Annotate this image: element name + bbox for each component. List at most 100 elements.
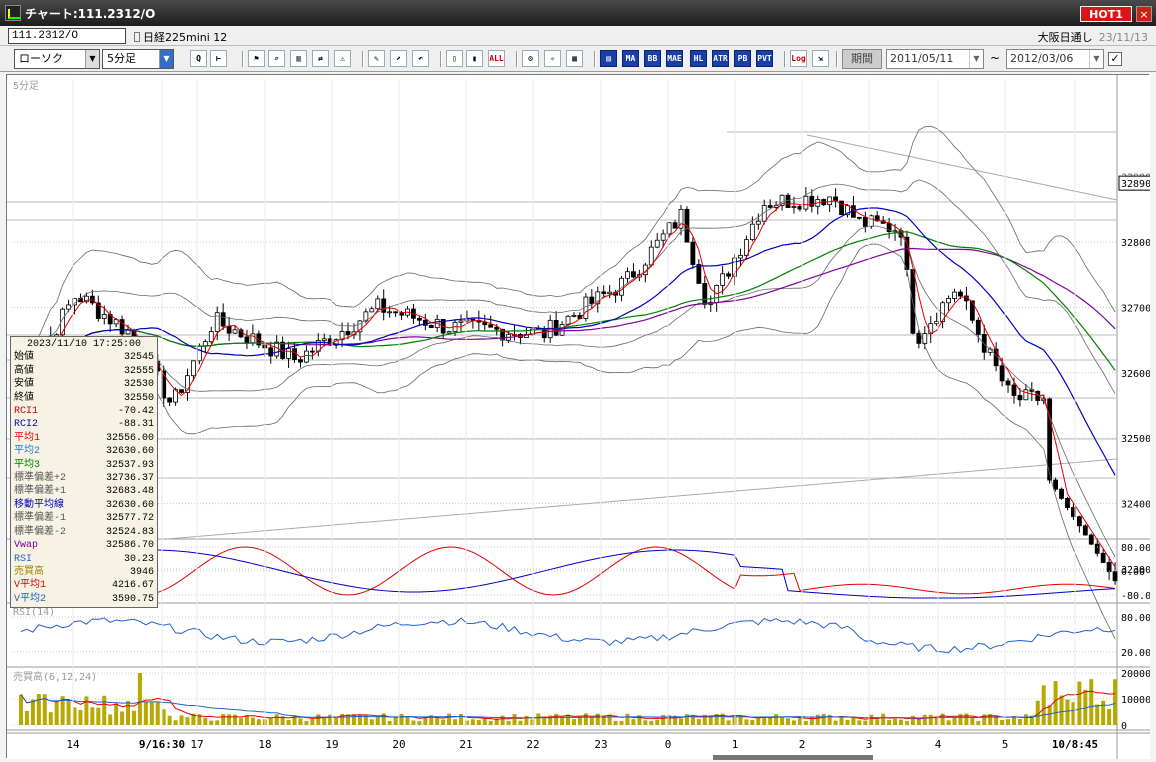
volume-bar bbox=[1017, 719, 1022, 725]
ma-button[interactable]: MA bbox=[622, 50, 639, 67]
exchange-label: 大阪日通し bbox=[1037, 31, 1093, 44]
candle-body bbox=[595, 291, 601, 305]
search-icon[interactable]: ⌕ bbox=[268, 50, 285, 67]
info-value: 3590.75 bbox=[111, 593, 154, 605]
bb-button[interactable]: BB bbox=[644, 50, 661, 67]
candle-body bbox=[625, 271, 630, 279]
volume-bar bbox=[524, 715, 529, 725]
toolbar-separator bbox=[594, 51, 596, 67]
log-button[interactable]: Log bbox=[790, 50, 807, 67]
flag-icon[interactable]: ⚑ bbox=[248, 50, 265, 67]
zoom-icon[interactable]: Q bbox=[190, 50, 207, 67]
chevron-down-icon[interactable]: ▼ bbox=[85, 50, 99, 68]
chevron-down-icon[interactable]: ▼ bbox=[1089, 50, 1103, 68]
volume-bar bbox=[887, 719, 892, 725]
chevron-down-icon[interactable]: ▼ bbox=[969, 50, 983, 68]
volume-bar bbox=[928, 714, 933, 725]
undo-icon[interactable]: ↶ bbox=[412, 50, 429, 67]
chevron-down-icon[interactable]: ▼ bbox=[159, 50, 173, 68]
symbol-code-input[interactable]: 111.2312/O bbox=[8, 28, 126, 44]
info-row: RCI1 -70.42 bbox=[14, 405, 154, 418]
export-icon[interactable]: ⇲ bbox=[812, 50, 829, 67]
info-key: 平均2 bbox=[14, 446, 41, 458]
volume-bar bbox=[108, 714, 113, 725]
volume-bar bbox=[601, 716, 606, 725]
pencil-icon[interactable]: ✎ bbox=[368, 50, 385, 67]
mask-icon[interactable]: ⚠ bbox=[334, 50, 351, 67]
period-select[interactable]: 5分足 ▼ bbox=[102, 49, 174, 69]
rci1-line bbox=[20, 546, 1116, 596]
info-value: 32630.60 bbox=[105, 446, 154, 458]
pb-button[interactable]: PB bbox=[734, 50, 751, 67]
mae-button[interactable]: MAE bbox=[666, 50, 683, 67]
toolbar-separator bbox=[516, 51, 518, 67]
volume-bar bbox=[774, 714, 779, 725]
info-key: 売買高 bbox=[14, 566, 44, 578]
candle-body bbox=[268, 347, 274, 357]
palette-icon[interactable]: ▦ bbox=[566, 50, 583, 67]
arrows-icon[interactable]: ⇄ bbox=[312, 50, 329, 67]
volume-bar bbox=[988, 714, 993, 725]
settings-icon[interactable]: ⚙ bbox=[522, 50, 539, 67]
crosshair-icon[interactable]: ⊢ bbox=[210, 50, 227, 67]
info-row: 売買高 3946 bbox=[14, 566, 154, 579]
all-icon[interactable]: ALL bbox=[488, 50, 505, 67]
info-row: 平均3 32537.93 bbox=[14, 459, 154, 472]
candle-body bbox=[292, 348, 297, 360]
pvt-button[interactable]: PVT bbox=[756, 50, 773, 67]
volume-bar bbox=[411, 720, 416, 725]
pointer-icon[interactable]: ⬈ bbox=[390, 50, 407, 67]
volume-bar bbox=[155, 701, 160, 725]
volume-bar bbox=[946, 720, 951, 725]
trend-line bbox=[806, 134, 1118, 201]
candle-body bbox=[1053, 479, 1058, 490]
volume-bar bbox=[149, 702, 154, 725]
chart-canvas[interactable]: 3280032700326003250032400323003290032890… bbox=[7, 75, 1156, 759]
volume-bar bbox=[619, 720, 624, 725]
volume-bar bbox=[1029, 715, 1034, 725]
vol-ma2-line bbox=[20, 694, 1116, 719]
indicator-grid-icon[interactable]: ▤ bbox=[600, 50, 617, 67]
info-key: RCI1 bbox=[14, 406, 39, 418]
volume-bar bbox=[322, 717, 327, 725]
volume-bar bbox=[970, 717, 975, 725]
chart-type-select[interactable]: ローソク ▼ bbox=[14, 49, 100, 69]
volume-bar bbox=[786, 718, 791, 725]
volume-bar bbox=[768, 716, 773, 725]
chart-area[interactable]: 3280032700326003250032400323003290032890… bbox=[6, 74, 1156, 759]
volume-bar bbox=[857, 720, 862, 725]
volume-bar bbox=[625, 713, 630, 725]
hl-button[interactable]: HL bbox=[690, 50, 707, 67]
bar-icon[interactable]: ▥ bbox=[290, 50, 307, 67]
volume-bar bbox=[494, 718, 499, 725]
candle-add-icon[interactable]: ▯ bbox=[446, 50, 463, 67]
volume-bar bbox=[96, 707, 101, 725]
period-button[interactable]: 期間 bbox=[842, 49, 882, 69]
atr-button[interactable]: ATR bbox=[712, 50, 729, 67]
candle-body bbox=[749, 223, 755, 241]
candle-body bbox=[179, 389, 184, 393]
date-to-field[interactable]: 2012/03/06 ▼ bbox=[1006, 49, 1104, 69]
date-range-checkbox[interactable]: ✓ bbox=[1108, 52, 1122, 66]
volume-bar bbox=[720, 713, 725, 725]
candle-body bbox=[922, 333, 928, 344]
wrench-icon[interactable]: ✧ bbox=[544, 50, 561, 67]
candle-body bbox=[839, 200, 844, 216]
close-icon[interactable]: × bbox=[1136, 6, 1152, 22]
candle-body bbox=[60, 308, 66, 336]
volume-bar bbox=[280, 716, 285, 725]
info-value: 32524.83 bbox=[105, 526, 154, 538]
candle-body bbox=[928, 323, 934, 334]
hot-button[interactable]: HOT1 bbox=[1080, 6, 1132, 22]
candle-body bbox=[416, 317, 422, 321]
candle-remove-icon[interactable]: ▮ bbox=[466, 50, 483, 67]
candle-body bbox=[1005, 380, 1011, 386]
date-from-field[interactable]: 2011/05/11 ▼ bbox=[886, 49, 984, 69]
candle-body bbox=[1094, 543, 1100, 554]
candle-body bbox=[791, 206, 797, 208]
volume-bar bbox=[690, 715, 695, 725]
candle-body bbox=[357, 320, 363, 333]
volume-bar bbox=[268, 717, 273, 725]
candle-body bbox=[952, 291, 957, 299]
horizontal-scrollbar[interactable] bbox=[713, 755, 873, 760]
